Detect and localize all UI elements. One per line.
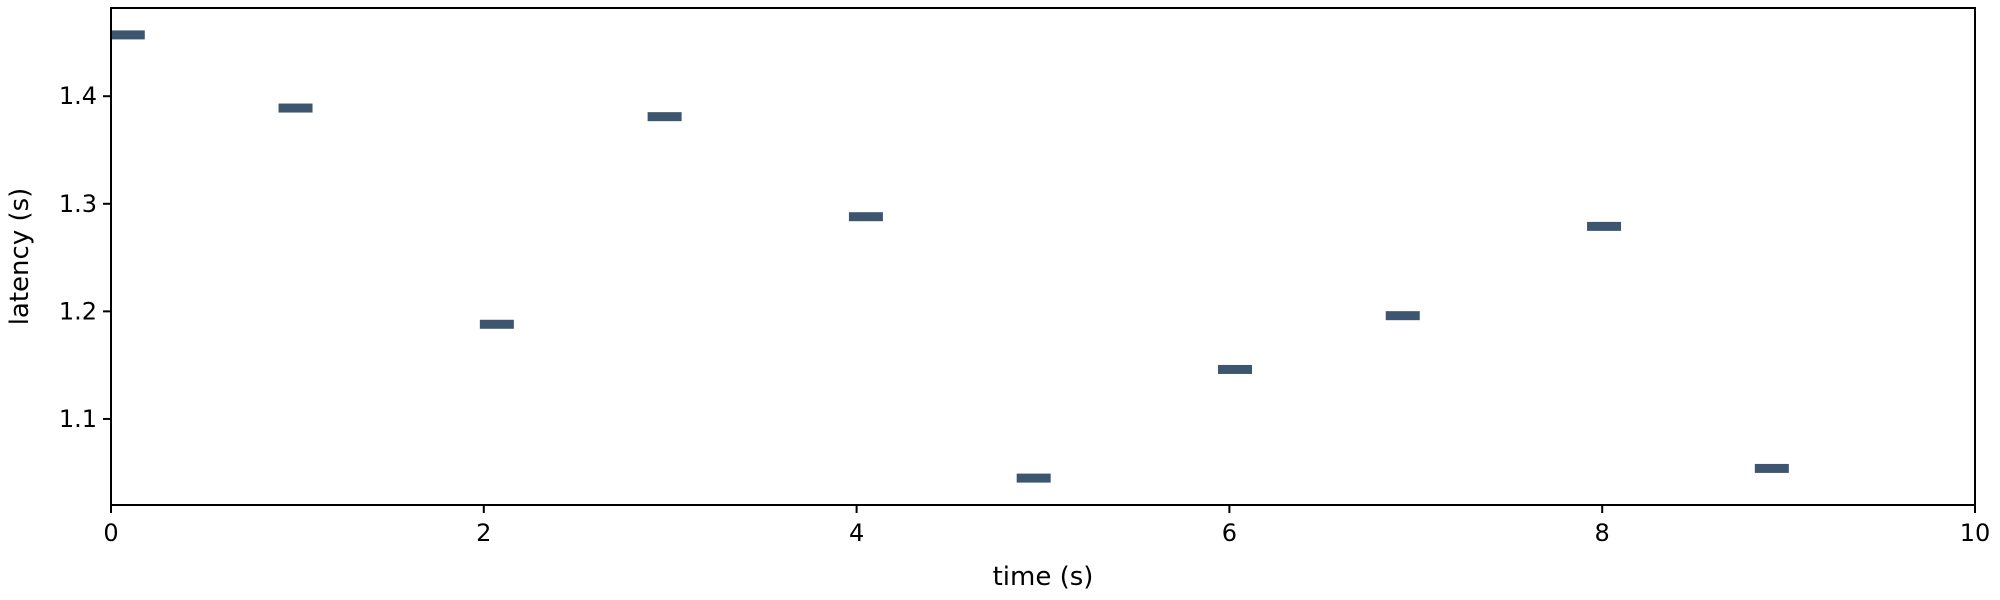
x-tick-label: 8 [1595,519,1610,547]
data-point [848,212,883,222]
data-point [647,112,682,122]
y-tick-label: 1.3 [59,190,97,218]
y-tick-label: 1.2 [59,297,97,325]
x-tick-label: 0 [103,519,118,547]
data-point [1217,364,1252,374]
data-point [1754,463,1789,473]
data-point [1016,473,1051,483]
plot-area-frame [110,7,1976,506]
y-tick-label: 1.4 [59,82,97,110]
x-tick-label: 6 [1222,519,1237,547]
x-tick-label: 2 [476,519,491,547]
chart-marks [110,30,1789,483]
data-point [1587,221,1622,231]
data-point [278,103,313,113]
y-axis: 1.1 1.2 1.3 1.4 [59,82,111,433]
x-axis: 0 2 4 6 8 10 [103,505,1990,547]
y-tick-label: 1.1 [59,405,97,433]
y-axis-label: latency (s) [5,188,35,326]
data-point [110,30,145,40]
x-tick-label: 10 [1960,519,1991,547]
x-axis-label: time (s) [993,562,1094,592]
x-tick-label: 4 [849,519,864,547]
data-point [479,319,514,329]
data-point [1385,311,1420,321]
